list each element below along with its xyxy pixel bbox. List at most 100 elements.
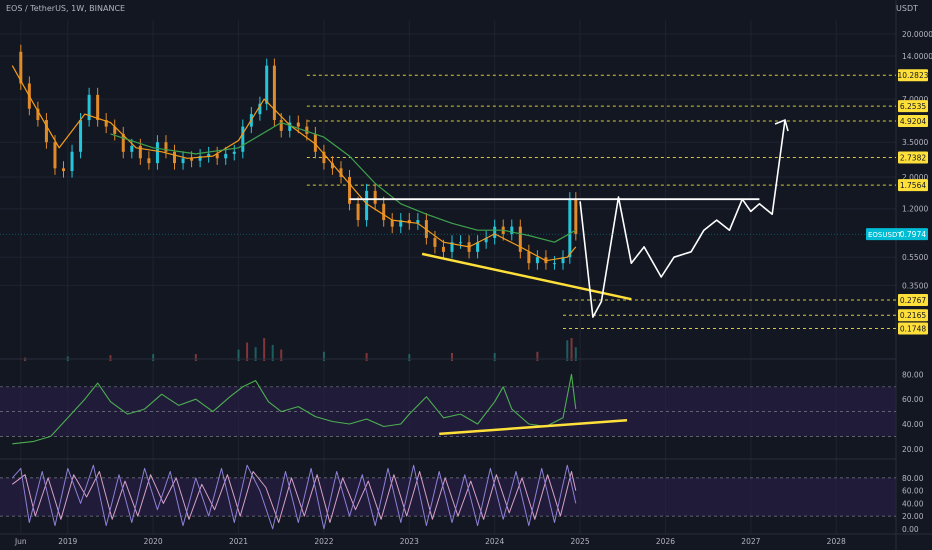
volume-bar: [280, 349, 283, 361]
ma-slow-line: [110, 121, 577, 243]
volume-bar: [237, 349, 240, 361]
price-level-label: 0.2767: [900, 296, 926, 305]
rsi-tick-label: 60.00: [902, 395, 924, 404]
candle-body: [104, 120, 108, 127]
candle-body: [313, 133, 317, 152]
candle-body: [493, 226, 497, 238]
stoch-tick-label: 20.00: [902, 512, 924, 521]
stoch-k-line: [11, 464, 577, 530]
price-level-label: 0.1748: [900, 324, 926, 333]
candle-body: [568, 199, 572, 258]
x-tick-label: 2021: [229, 537, 248, 546]
x-tick-label: 2022: [314, 537, 333, 546]
x-tick-label: 2025: [571, 537, 590, 546]
volume-bar: [493, 352, 496, 361]
y-tick-label: 3.5000: [902, 138, 928, 147]
price-level-tag: [898, 151, 928, 164]
price-level-label: 4.9204: [900, 117, 926, 126]
price-level-label: 0.2165: [900, 311, 926, 320]
volume-bar: [152, 354, 155, 361]
x-tick-label: 2026: [656, 537, 675, 546]
price-level-tag: [898, 179, 928, 192]
candle-body: [348, 176, 352, 204]
y-tick-label: 20.0000: [902, 30, 932, 39]
current-price-symbol: EOSUSDT: [868, 231, 902, 239]
candle-body: [356, 203, 360, 221]
candle-body: [79, 120, 83, 152]
candle-body: [113, 126, 117, 134]
price-level-label: 2.7382: [900, 153, 926, 162]
candle-body: [138, 145, 142, 159]
price-level-tag: [898, 115, 928, 128]
candle-body: [561, 257, 565, 264]
volume-bar: [254, 347, 257, 361]
y-tick-label: 0.5500: [902, 253, 928, 262]
candle-body: [181, 158, 185, 164]
candle-body: [190, 158, 194, 161]
candle-body: [44, 120, 48, 143]
candle-body: [241, 126, 245, 152]
rsi-trendline: [439, 419, 628, 436]
candle-body: [510, 226, 514, 234]
price-level-label: 1.7564: [900, 181, 926, 190]
candle-body: [279, 120, 283, 131]
candle-body: [365, 190, 369, 221]
volume-bar: [246, 342, 249, 361]
candle-body: [198, 156, 202, 161]
volume-bar: [365, 352, 368, 361]
volume-bar: [263, 338, 266, 361]
candle-body: [53, 142, 57, 169]
candle-body: [441, 246, 445, 252]
candle-body: [450, 242, 454, 252]
candle-body: [373, 190, 377, 204]
volume-bar: [536, 351, 539, 361]
rsi-line: [12, 373, 577, 445]
price-level-tag: [898, 322, 928, 335]
y-tick-label: 14.0000: [902, 52, 932, 61]
candle-body: [476, 242, 480, 252]
stoch-tick-label: 60.00: [902, 487, 924, 496]
candle-body: [382, 203, 386, 221]
candle-body: [258, 103, 262, 115]
candle-body: [459, 242, 463, 244]
candle-body: [96, 94, 100, 121]
volume-bar: [109, 355, 112, 361]
volume-bar: [408, 354, 411, 361]
candle-body: [130, 145, 134, 152]
currency-label: USDT: [896, 4, 918, 13]
candle-body: [399, 220, 403, 227]
volume-bar: [194, 354, 197, 361]
candle-body: [416, 220, 420, 224]
candle-body: [433, 237, 437, 247]
candle-body: [232, 151, 236, 154]
candle-body: [265, 65, 269, 104]
price-level-tag: [898, 69, 928, 82]
price-level-tag: [898, 293, 928, 306]
ma-fast-line: [11, 65, 577, 262]
candle-body: [272, 65, 276, 121]
volume-bar: [271, 344, 274, 361]
candle-body: [574, 199, 578, 234]
support-trendline: [421, 252, 632, 301]
price-level-label: 6.2535: [900, 102, 926, 111]
projection-arrowhead: [774, 118, 789, 132]
x-tick-label: 2023: [400, 537, 419, 546]
stoch-tick-label: 0.00: [902, 525, 919, 534]
candle-body: [305, 126, 309, 134]
candle-body: [36, 108, 40, 121]
volume-bar: [451, 352, 453, 361]
candle-body: [207, 153, 211, 157]
price-level-label: 10.2823: [897, 71, 928, 80]
candle-body: [215, 153, 219, 159]
stoch-d-line: [12, 471, 577, 523]
chart-title: EOS / TetherUS, 1W, BINANCE: [6, 4, 126, 13]
x-tick-label: 2020: [144, 537, 163, 546]
candle-body: [155, 142, 159, 164]
candle-body: [173, 151, 176, 164]
volume-bar: [566, 340, 569, 361]
x-tick-label: 2028: [827, 537, 846, 546]
y-tick-label: 7.0000: [902, 95, 928, 104]
